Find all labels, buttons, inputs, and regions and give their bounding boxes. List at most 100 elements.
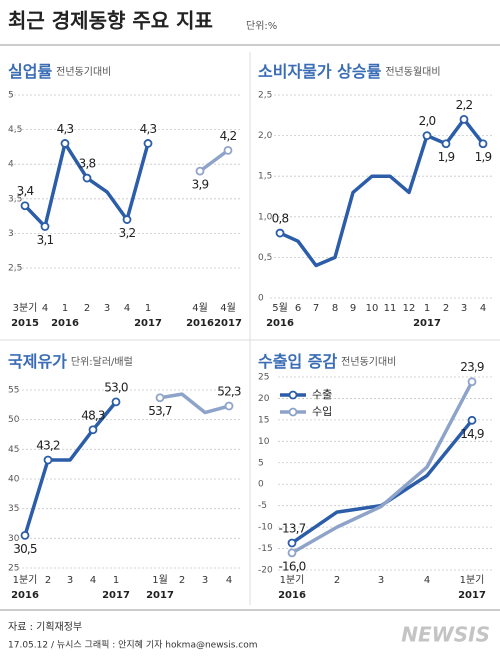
data-label: 43,2 bbox=[36, 439, 60, 453]
x-tick-label: 3 bbox=[67, 575, 73, 586]
y-tick-label: 1,0 bbox=[258, 212, 273, 222]
x-tick-label: 9 bbox=[350, 303, 356, 314]
marker bbox=[287, 548, 297, 558]
x-year-label: 2016 bbox=[11, 590, 39, 601]
x-tick-label: 7 bbox=[313, 303, 319, 314]
chart-subtitle: 전년동기대비 bbox=[341, 356, 396, 368]
data-label: 3,8 bbox=[79, 157, 96, 171]
legend-marker bbox=[288, 407, 298, 417]
y-tick-label: 50 bbox=[8, 415, 20, 425]
chart-title-text: 수출입 증감 bbox=[258, 352, 337, 371]
marker bbox=[459, 114, 469, 124]
data-label: 3,2 bbox=[119, 226, 136, 240]
x-year-label: 2017 bbox=[214, 318, 242, 329]
x-tick-label: 1분기 bbox=[280, 574, 305, 586]
marker bbox=[82, 173, 92, 183]
chart-subtitle: 전년동월대비 bbox=[385, 66, 440, 78]
x-tick-label: 4 bbox=[42, 303, 48, 314]
marker bbox=[224, 401, 234, 411]
x-year-label: 2016 bbox=[266, 318, 294, 329]
y-tick-label: 15 bbox=[258, 415, 269, 425]
credit: 17.05.12 / 뉴시스 그래픽 : 안지혜 기자 hokma@newsis… bbox=[8, 639, 258, 651]
x-tick-label: 1 bbox=[145, 303, 151, 314]
marker bbox=[287, 538, 297, 548]
x-tick-label: 4 bbox=[124, 303, 130, 314]
data-label: 1,9 bbox=[475, 150, 492, 164]
x-tick-label: 3 bbox=[378, 575, 384, 586]
y-tick-label: 55 bbox=[8, 386, 19, 396]
data-label: 48,3 bbox=[81, 408, 105, 422]
y-tick-label: 5 bbox=[8, 91, 14, 101]
x-tick-label: 3 bbox=[104, 303, 110, 314]
y-tick-label: 45 bbox=[8, 445, 19, 455]
y-tick-label: 35 bbox=[8, 504, 19, 514]
legend-label: 수입 bbox=[312, 405, 332, 418]
data-label: 53,7 bbox=[148, 404, 172, 418]
chart-subtitle: 단위:달러/배럴 bbox=[71, 355, 133, 368]
line bbox=[279, 117, 485, 268]
marker bbox=[223, 145, 233, 155]
x-tick-label: 1월 bbox=[152, 574, 168, 586]
marker bbox=[20, 201, 30, 211]
y-tick-label: 20 bbox=[258, 394, 270, 404]
x-tick-label: 3 bbox=[461, 303, 467, 314]
y-tick-label: 0 bbox=[258, 294, 264, 304]
marker bbox=[60, 139, 70, 148]
x-tick-label: 11 bbox=[384, 303, 397, 314]
y-tick-label: 5 bbox=[258, 458, 264, 468]
data-label: 2,2 bbox=[456, 98, 473, 112]
y-tick-label: 30 bbox=[8, 534, 20, 544]
chart-title-text: 국제유가 bbox=[8, 352, 67, 371]
x-tick-label: 1 bbox=[62, 303, 68, 314]
x-tick-label: 2 bbox=[179, 575, 185, 586]
chart-title: 국제유가 단위:달러/배럴 bbox=[8, 352, 133, 371]
chart-subtitle: 전년동기대비 bbox=[56, 66, 111, 78]
y-tick-label: 3 bbox=[8, 229, 14, 239]
x-tick-label: 4 bbox=[424, 575, 430, 586]
y-tick-label: -5 bbox=[258, 501, 267, 511]
y-tick-label: 25 bbox=[8, 564, 19, 574]
data-label: -16,0 bbox=[278, 559, 305, 573]
marker bbox=[275, 228, 285, 238]
legend-label: 수출 bbox=[312, 388, 332, 401]
x-year-label: 2017 bbox=[413, 318, 441, 329]
y-tick-label: 2,5 bbox=[258, 91, 272, 101]
x-tick-label: 4월 bbox=[192, 302, 208, 314]
chart-title-text: 실업률 bbox=[8, 62, 52, 81]
x-tick-label: 1분기 bbox=[13, 574, 38, 586]
x-tick-label: 3분기 bbox=[13, 302, 38, 314]
x-tick-label: 1 bbox=[424, 303, 430, 314]
data-label: 4,3 bbox=[57, 122, 74, 136]
chart-title: 실업률 전년동기대비 bbox=[8, 62, 111, 81]
marker bbox=[111, 397, 121, 407]
data-label: 2,0 bbox=[419, 114, 436, 128]
line bbox=[23, 400, 118, 536]
y-tick-label: 25 bbox=[258, 373, 269, 383]
source: 자료 : 기획재정부 bbox=[8, 621, 82, 633]
x-year-label: 2017 bbox=[102, 590, 130, 601]
marker bbox=[20, 530, 30, 540]
y-tick-label: 4 bbox=[8, 160, 14, 170]
data-label: 3,4 bbox=[17, 184, 34, 198]
line bbox=[291, 380, 474, 555]
marker bbox=[122, 215, 132, 224]
data-label: 23,9 bbox=[460, 360, 484, 374]
y-tick-label: 2,0 bbox=[258, 131, 273, 141]
line bbox=[159, 392, 230, 415]
data-label: 3,9 bbox=[192, 178, 209, 192]
x-tick-label: 1분기 bbox=[460, 574, 485, 586]
x-tick-label: 2 bbox=[334, 575, 340, 586]
y-tick-label: -15 bbox=[258, 544, 273, 554]
x-tick-label: 12 bbox=[403, 303, 416, 314]
x-tick-label: 4 bbox=[226, 575, 232, 586]
logo: NEWSIS bbox=[401, 623, 490, 647]
x-year-label: 2017 bbox=[146, 590, 174, 601]
marker bbox=[195, 166, 205, 176]
marker bbox=[441, 139, 451, 149]
y-tick-label: 4,5 bbox=[8, 125, 22, 135]
x-tick-label: 3 bbox=[202, 575, 208, 586]
marker bbox=[155, 393, 165, 403]
x-tick-label: 2 bbox=[84, 303, 90, 314]
x-year-label: 2015 bbox=[11, 318, 39, 329]
data-label: -13,7 bbox=[278, 521, 305, 535]
